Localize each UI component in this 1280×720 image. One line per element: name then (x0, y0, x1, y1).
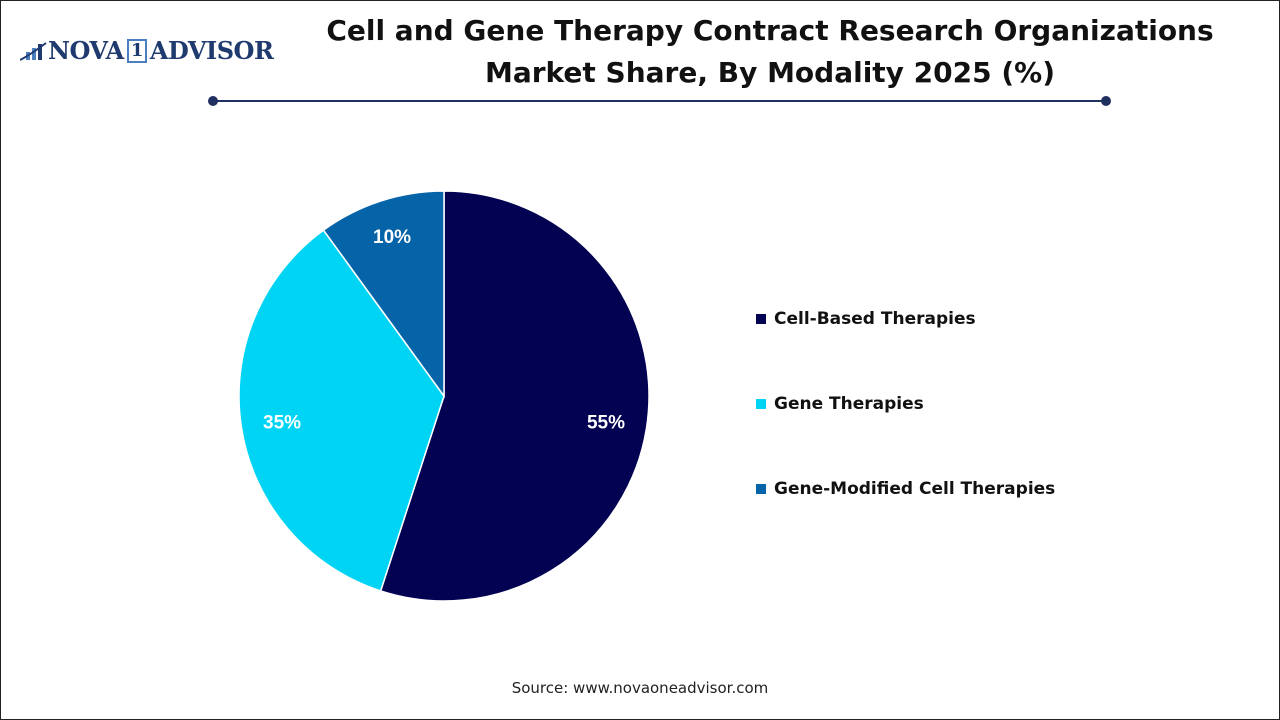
logo-bars-icon (20, 41, 47, 61)
underline-dot-right (1101, 96, 1111, 106)
legend-item: Cell-Based Therapies (756, 306, 1055, 332)
legend-swatch (756, 399, 766, 409)
source-note: Source: www.novaoneadvisor.com (511, 679, 769, 697)
legend-item: Gene-Modified Cell Therapies (756, 476, 1055, 502)
logo: NOVA 1 ADVISOR (20, 36, 274, 65)
legend-swatch (756, 484, 766, 494)
legend-swatch (756, 314, 766, 324)
underline-dot-left (208, 96, 218, 106)
data-label: 35% (263, 413, 301, 434)
title-underline (213, 100, 1106, 102)
legend-label: Gene Therapies (774, 394, 924, 414)
chart-title: Cell and Gene Therapy Contract Research … (326, 14, 1214, 89)
data-label: 10% (373, 227, 411, 248)
legend-label: Cell-Based Therapies (774, 309, 976, 329)
pie-slice-gene-therapies (238, 229, 445, 592)
data-label: 55% (587, 413, 625, 434)
logo-text-one: 1 (126, 38, 147, 63)
legend-item: Gene Therapies (756, 391, 1055, 417)
logo-text-nova: NOVA (48, 36, 124, 65)
legend: Cell-Based Therapies Gene Therapies Gene… (756, 306, 1055, 561)
logo-text-advisor: ADVISOR (149, 36, 274, 65)
pie-slice-cell-based-therapies (379, 190, 650, 602)
legend-label: Gene-Modified Cell Therapies (774, 479, 1056, 499)
pie-slice-gene-modified-cell-therapies (322, 190, 445, 399)
